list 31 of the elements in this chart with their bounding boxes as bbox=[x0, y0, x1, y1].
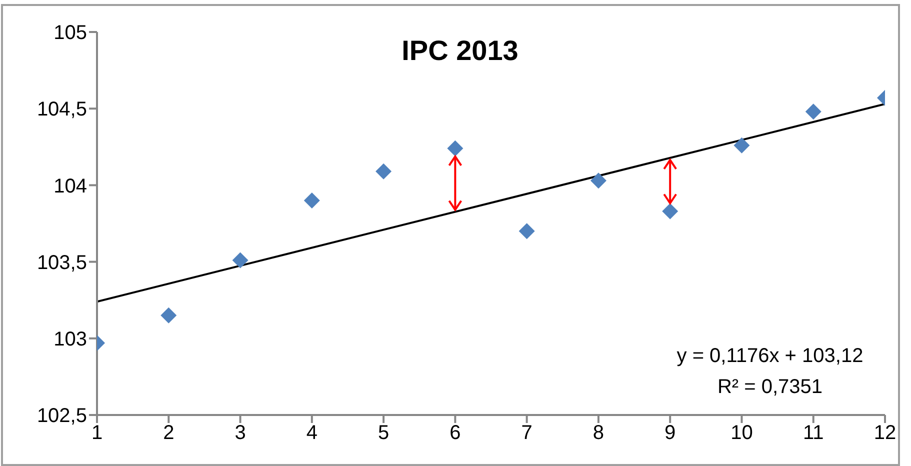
y-tick-label: 103 bbox=[54, 328, 87, 350]
x-tick-label: 3 bbox=[234, 422, 246, 444]
x-tick-label: 1 bbox=[91, 422, 103, 444]
y-tick-label: 105 bbox=[54, 22, 87, 44]
point bbox=[590, 172, 606, 189]
annotation: R² = 0,7351 bbox=[717, 376, 823, 398]
point bbox=[304, 192, 320, 209]
x-tick-label: 6 bbox=[450, 422, 461, 444]
x-tick-label: 8 bbox=[592, 422, 604, 444]
point bbox=[805, 104, 822, 120]
y-tick-label: 102,5 bbox=[36, 405, 87, 428]
point bbox=[518, 223, 535, 240]
x-tick-label: 2 bbox=[163, 422, 174, 444]
point bbox=[734, 137, 750, 154]
annotation: y = 0,1176x + 103,12 bbox=[676, 345, 864, 367]
x-tick-label: 5 bbox=[378, 422, 390, 444]
x-tick-label: 7 bbox=[521, 422, 532, 444]
point bbox=[160, 307, 177, 324]
x-tick-label: 12 bbox=[874, 422, 896, 444]
y-tick-label: 103,5 bbox=[36, 252, 87, 274]
x-tick-label: 11 bbox=[802, 422, 824, 444]
chart-title: IPC 2013 bbox=[402, 35, 518, 66]
point bbox=[376, 163, 392, 180]
x-tick-label: 9 bbox=[664, 422, 676, 444]
point bbox=[662, 203, 678, 220]
y-tick-label: 104 bbox=[54, 175, 87, 198]
point bbox=[232, 252, 248, 268]
y-tick-label: 104,5 bbox=[36, 98, 87, 121]
x-tick-label: 4 bbox=[306, 422, 318, 444]
point bbox=[447, 140, 464, 156]
x-tick-label: 10 bbox=[730, 422, 753, 444]
